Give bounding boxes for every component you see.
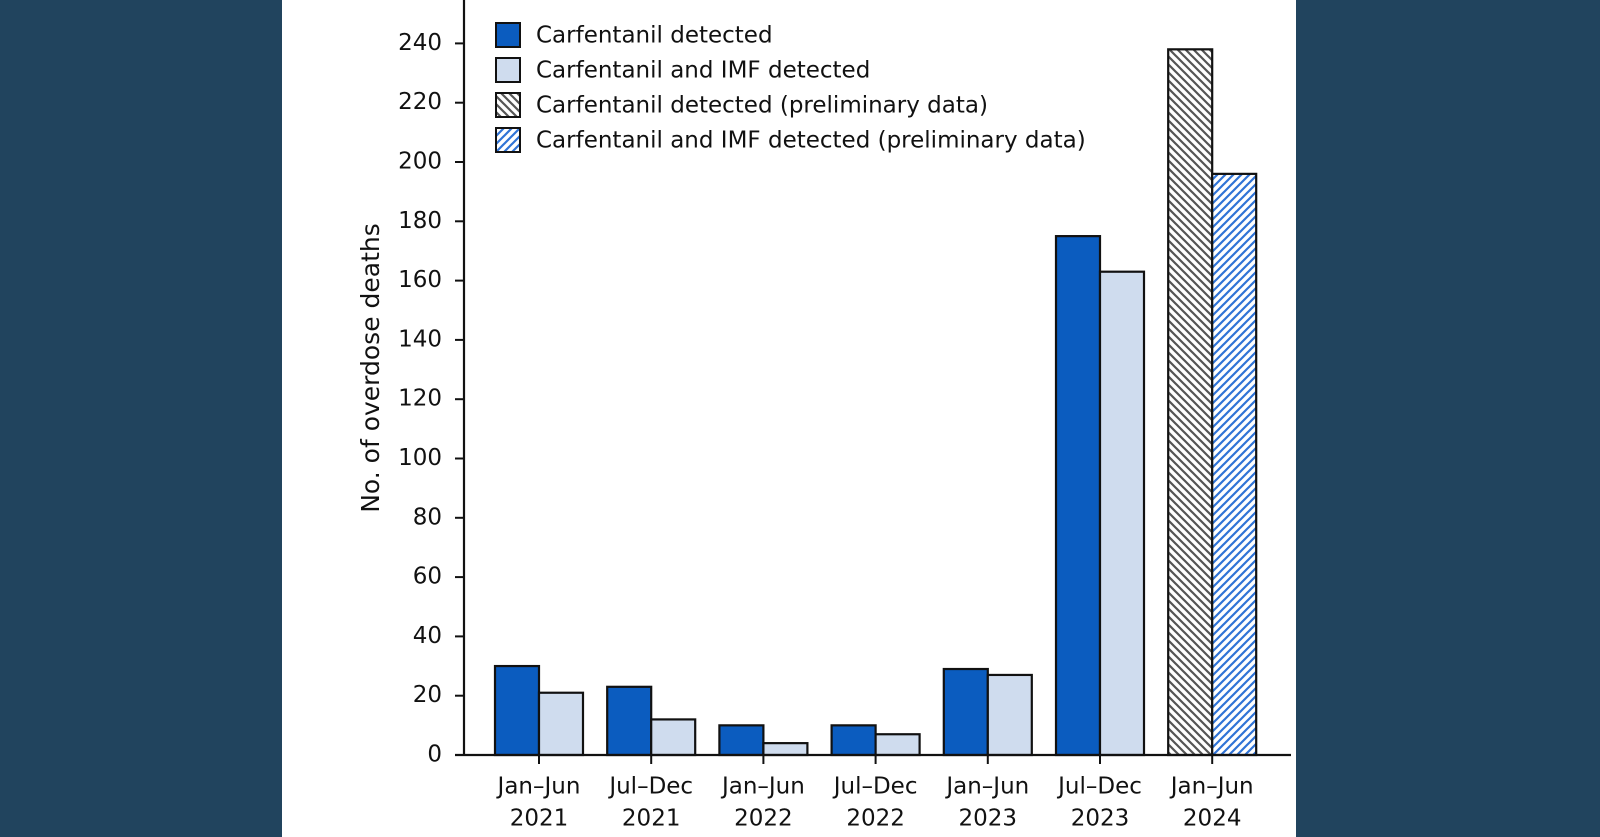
bar: [942, 667, 989, 757]
y-tick-label: 100: [398, 445, 442, 471]
bar: [1167, 48, 1214, 757]
x-tick-label: Jul–Dec: [1056, 774, 1142, 800]
y-tick-label: 140: [398, 326, 442, 352]
legend-swatch: [495, 22, 521, 48]
y-tick-label: 0: [427, 742, 442, 768]
y-tick-label: 120: [398, 386, 442, 412]
y-tick-label: 160: [398, 267, 442, 293]
bar: [1211, 172, 1258, 757]
legend-swatch: [495, 92, 521, 118]
y-tick-label: 80: [413, 504, 442, 530]
x-tick-label: 2023: [1071, 806, 1130, 832]
y-tick-label: 200: [398, 149, 442, 175]
bar: [986, 673, 1033, 757]
bar: [874, 733, 921, 757]
x-tick-label: 2022: [734, 806, 793, 832]
bar: [537, 691, 585, 757]
x-tick-label: Jan–Jun: [720, 774, 805, 800]
legend-label: Carfentanil and IMF detected (preliminar…: [536, 128, 1086, 154]
bar: [1054, 235, 1102, 757]
legend-swatch: [495, 127, 521, 153]
x-tick-label: 2021: [510, 806, 569, 832]
x-tick-label: Jul–Dec: [607, 774, 693, 800]
bar: [830, 724, 877, 757]
bar: [606, 685, 653, 757]
x-tick-label: 2024: [1183, 806, 1242, 832]
y-axis-label: No. of overdose deaths: [356, 223, 385, 513]
x-tick-label: 2023: [959, 806, 1018, 832]
y-tick-label: 180: [398, 208, 442, 234]
x-tick-label: 2022: [846, 806, 905, 832]
x-tick-label: Jul–Dec: [832, 774, 918, 800]
y-tick-label: 40: [413, 623, 442, 649]
bar: [718, 724, 765, 757]
legend-label: Carfentanil detected: [536, 23, 773, 49]
bar: [493, 664, 541, 757]
x-tick-label: 2021: [622, 806, 681, 832]
legend-label: Carfentanil and IMF detected: [536, 58, 870, 84]
x-tick-label: Jan–Jun: [1169, 774, 1254, 800]
x-tick-label: Jan–Jun: [944, 774, 1029, 800]
y-tick-label: 20: [413, 682, 442, 708]
bar: [1098, 270, 1146, 757]
y-tick-label: 60: [413, 564, 442, 590]
bar: [762, 742, 809, 757]
y-tick-label: 240: [398, 30, 442, 56]
legend-label: Carfentanil detected (preliminary data): [536, 93, 988, 119]
bar: [650, 718, 697, 757]
y-tick-label: 220: [398, 89, 442, 115]
x-tick-label: Jan–Jun: [496, 774, 581, 800]
legend-swatch: [495, 57, 521, 83]
